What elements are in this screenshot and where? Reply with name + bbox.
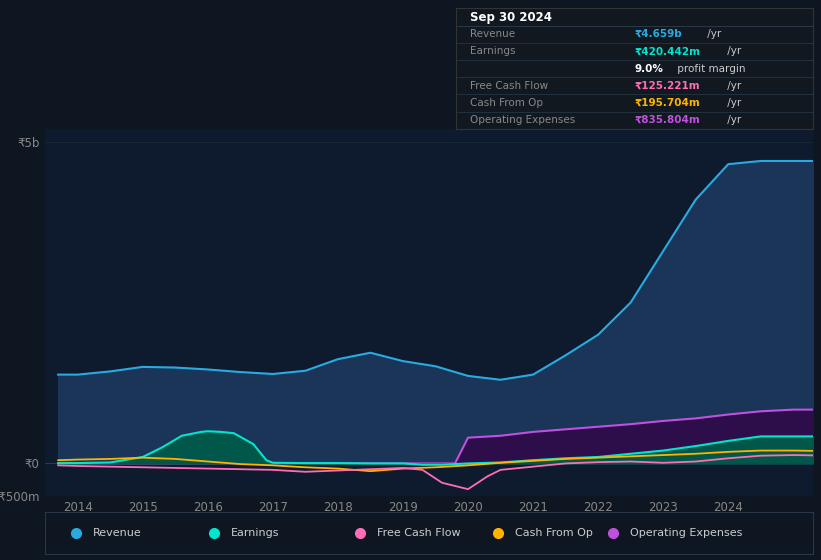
- Text: /yr: /yr: [724, 115, 741, 125]
- Text: Operating Expenses: Operating Expenses: [630, 529, 742, 538]
- Text: Cash From Op: Cash From Op: [515, 529, 593, 538]
- Text: Free Cash Flow: Free Cash Flow: [377, 529, 461, 538]
- Text: Earnings: Earnings: [470, 46, 516, 57]
- Text: 9.0%: 9.0%: [635, 64, 663, 73]
- Text: /yr: /yr: [724, 46, 741, 57]
- Text: ₹195.704m: ₹195.704m: [635, 98, 700, 108]
- Text: Revenue: Revenue: [470, 29, 515, 39]
- Text: Earnings: Earnings: [231, 529, 279, 538]
- Text: ₹125.221m: ₹125.221m: [635, 81, 699, 91]
- Text: /yr: /yr: [724, 81, 741, 91]
- Text: /yr: /yr: [704, 29, 722, 39]
- Text: Free Cash Flow: Free Cash Flow: [470, 81, 548, 91]
- Text: /yr: /yr: [724, 98, 741, 108]
- Text: Revenue: Revenue: [93, 529, 141, 538]
- Text: ₹420.442m: ₹420.442m: [635, 46, 700, 57]
- Text: profit margin: profit margin: [674, 64, 745, 73]
- Text: Cash From Op: Cash From Op: [470, 98, 543, 108]
- Text: Sep 30 2024: Sep 30 2024: [470, 11, 552, 24]
- Text: ₹4.659b: ₹4.659b: [635, 29, 682, 39]
- Text: ₹835.804m: ₹835.804m: [635, 115, 700, 125]
- Text: Operating Expenses: Operating Expenses: [470, 115, 576, 125]
